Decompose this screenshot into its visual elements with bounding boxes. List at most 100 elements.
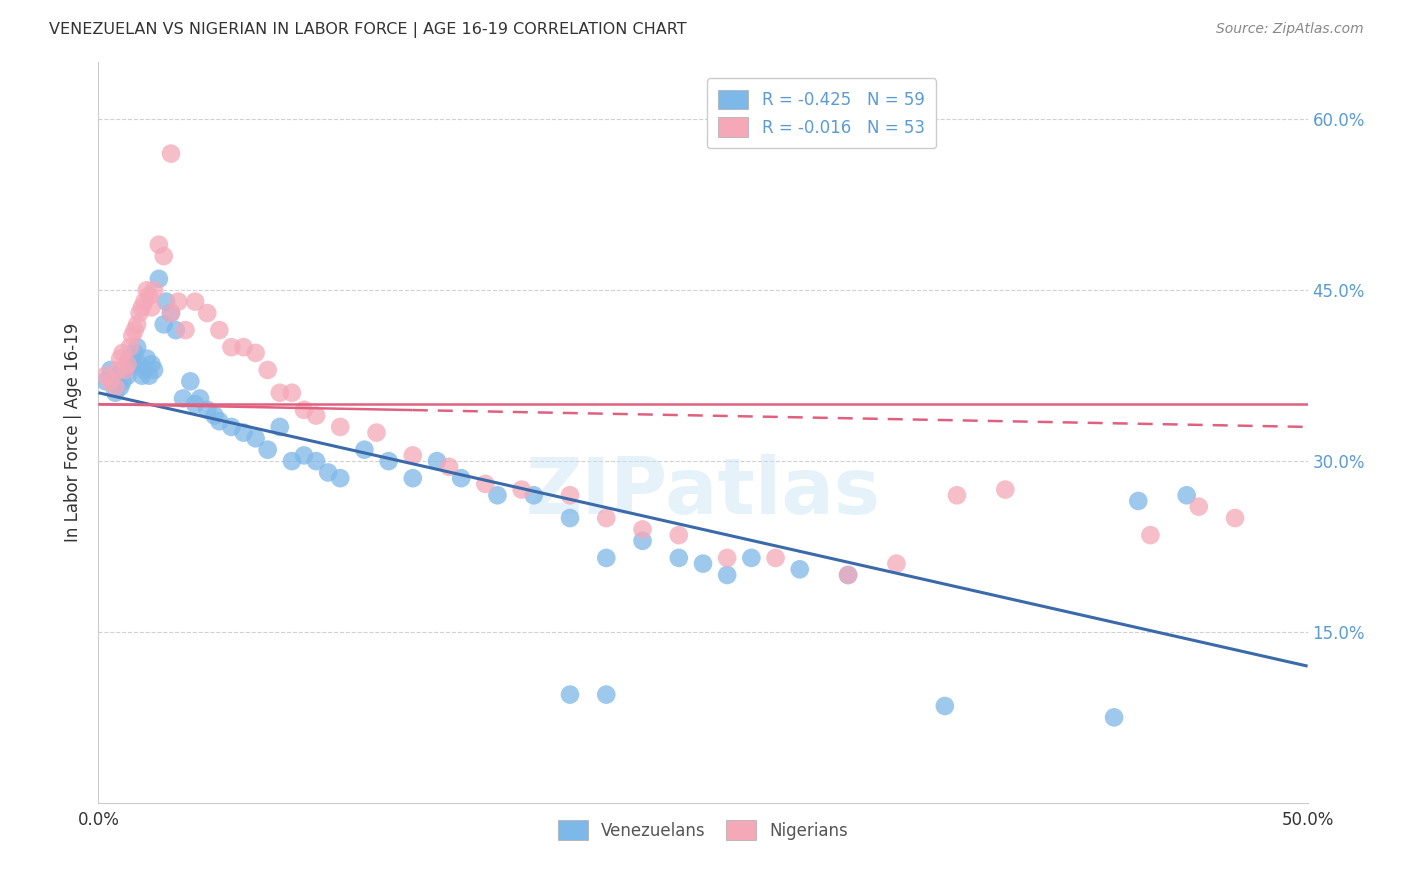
Point	[426, 454, 449, 468]
Point	[127, 340, 149, 354]
Point	[179, 375, 201, 389]
Point	[184, 397, 207, 411]
Point	[184, 294, 207, 309]
Point	[668, 528, 690, 542]
Point	[127, 318, 149, 332]
Point	[114, 363, 136, 377]
Point	[716, 568, 738, 582]
Point	[100, 363, 122, 377]
Point	[716, 550, 738, 565]
Point	[188, 392, 211, 406]
Point	[94, 368, 117, 383]
Point	[143, 283, 166, 297]
Point	[111, 375, 134, 389]
Point	[108, 380, 131, 394]
Point	[377, 454, 399, 468]
Point	[148, 237, 170, 252]
Point	[595, 550, 617, 565]
Point	[595, 511, 617, 525]
Point	[245, 346, 267, 360]
Point	[292, 449, 315, 463]
Point	[121, 328, 143, 343]
Point	[221, 420, 243, 434]
Point	[437, 459, 460, 474]
Point	[366, 425, 388, 440]
Point	[152, 318, 174, 332]
Point	[104, 380, 127, 394]
Point	[245, 431, 267, 445]
Point	[474, 476, 496, 491]
Point	[100, 375, 122, 389]
Point	[204, 409, 226, 423]
Point	[631, 533, 654, 548]
Point	[269, 385, 291, 400]
Point	[94, 375, 117, 389]
Point	[155, 294, 177, 309]
Point	[523, 488, 546, 502]
Point	[141, 357, 163, 371]
Point	[1223, 511, 1246, 525]
Point	[172, 392, 194, 406]
Point	[111, 346, 134, 360]
Point	[256, 363, 278, 377]
Point	[117, 368, 139, 383]
Point	[1102, 710, 1125, 724]
Point	[329, 471, 352, 485]
Point	[167, 294, 190, 309]
Point	[152, 249, 174, 263]
Point	[160, 306, 183, 320]
Point	[886, 557, 908, 571]
Point	[595, 688, 617, 702]
Point	[353, 442, 375, 457]
Point	[195, 306, 218, 320]
Point	[292, 402, 315, 417]
Point	[765, 550, 787, 565]
Point	[141, 301, 163, 315]
Point	[305, 409, 328, 423]
Point	[148, 272, 170, 286]
Point	[131, 301, 153, 315]
Point	[232, 340, 254, 354]
Point	[450, 471, 472, 485]
Point	[558, 688, 581, 702]
Point	[165, 323, 187, 337]
Point	[837, 568, 859, 582]
Point	[305, 454, 328, 468]
Point	[281, 454, 304, 468]
Point	[946, 488, 969, 502]
Point	[128, 306, 150, 320]
Point	[934, 698, 956, 713]
Point	[486, 488, 509, 502]
Point	[138, 289, 160, 303]
Point	[124, 323, 146, 337]
Point	[256, 442, 278, 457]
Point	[558, 488, 581, 502]
Point	[281, 385, 304, 400]
Point	[195, 402, 218, 417]
Point	[107, 363, 129, 377]
Point	[114, 363, 136, 377]
Point	[402, 471, 425, 485]
Point	[117, 357, 139, 371]
Point	[160, 146, 183, 161]
Point	[221, 340, 243, 354]
Point	[160, 306, 183, 320]
Point	[837, 568, 859, 582]
Point	[558, 511, 581, 525]
Point	[668, 550, 690, 565]
Point	[789, 562, 811, 576]
Point	[631, 523, 654, 537]
Text: VENEZUELAN VS NIGERIAN IN LABOR FORCE | AGE 16-19 CORRELATION CHART: VENEZUELAN VS NIGERIAN IN LABOR FORCE | …	[49, 22, 688, 38]
Point	[121, 357, 143, 371]
Point	[104, 385, 127, 400]
Point	[143, 363, 166, 377]
Point	[1188, 500, 1211, 514]
Point	[174, 323, 197, 337]
Point	[135, 283, 157, 297]
Point	[138, 368, 160, 383]
Point	[128, 357, 150, 371]
Point	[269, 420, 291, 434]
Point	[108, 351, 131, 366]
Legend: Venezuelans, Nigerians: Venezuelans, Nigerians	[551, 814, 855, 847]
Point	[134, 363, 156, 377]
